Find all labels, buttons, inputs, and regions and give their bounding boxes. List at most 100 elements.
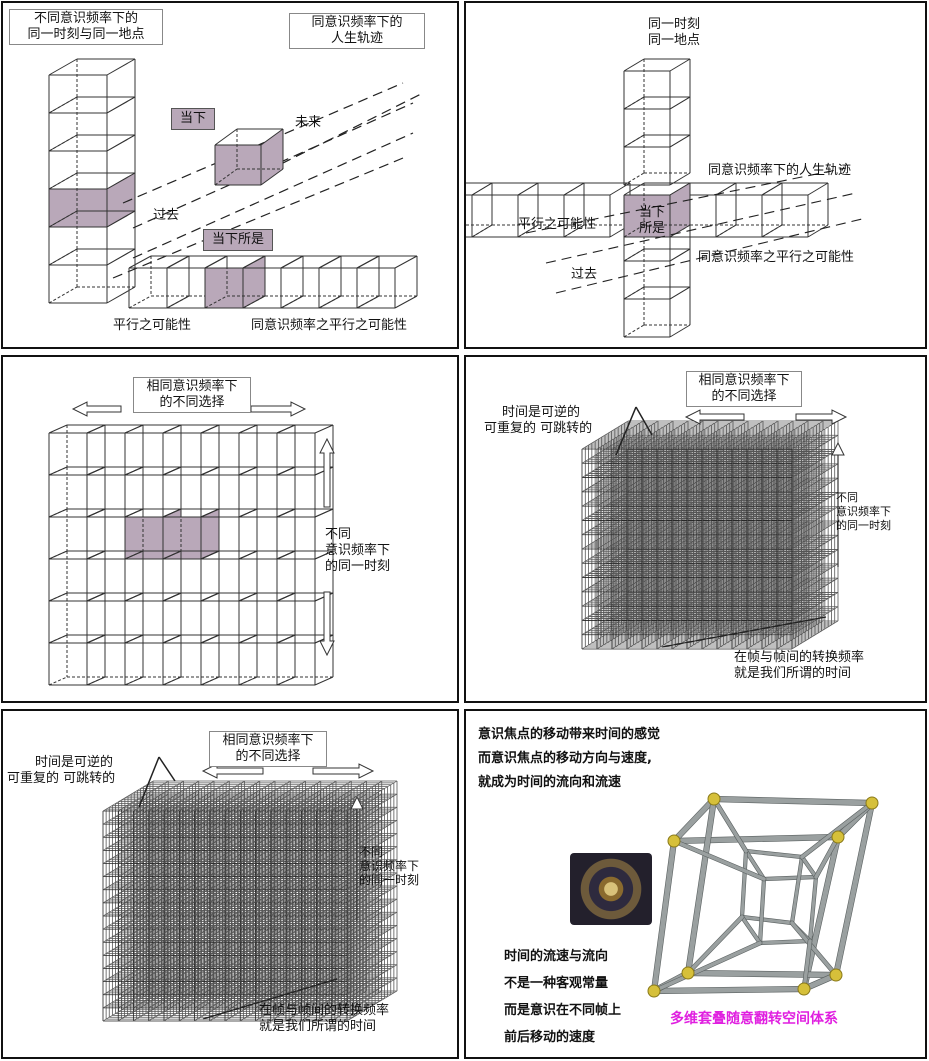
past-label: 过去 [571,267,598,282]
same-parallel-label: 同意识频率之平行之可能性 [251,318,408,333]
top-line1: 相同意识频率下 [698,373,790,388]
bottom-line1: 时间的流速与流向 [504,949,609,964]
vertical-cube [623,286,691,338]
tesseract [647,792,879,998]
cube-lattice-b [102,780,398,1022]
title-left-box: 不同意识频率下的 同一时刻与同一地点 [9,9,163,45]
left-arrow [684,409,745,425]
vertical-arrow-head [831,441,845,456]
right-line2: 意识频率下 [359,859,420,873]
right-line1: 不同 [325,527,352,542]
center-cube [623,182,691,238]
bottom-line1: 在帧与帧间的转换频率 [259,1003,390,1018]
cube-lattice-a [581,406,848,650]
bottom-label: 在帧与帧间的转换频率 就是我们所谓的时间 [259,1003,389,1035]
time-arrow [202,978,338,1020]
panel-cube-3d-b: 相同意识频率下 的不同选择 时间是可逆的 可重复的 可跳转的 不同 意识频率下 … [1,709,459,1059]
curve-arrow-right [158,756,176,782]
cube-lattice-b [102,756,398,1022]
top-label: 相同意识频率下 的不同选择 [133,377,251,413]
down-arrow [319,591,335,657]
title-line1: 同一时刻 [647,17,700,32]
intro-text: 意识焦点的移动带来时间的感觉 而意识焦点的移动方向与速度, 就成为时间的流向和流… [478,723,660,795]
left-line2: 可重复的 可跳转的 [484,421,593,436]
right-label: 不同 意识频率下 的同一时刻 [325,527,390,575]
right-line1: 不同 [836,491,858,504]
parallel-label: 平行之可能性 [113,318,192,333]
same-parallel-label: 同意识频率之平行之可能性 [698,250,855,265]
bottom-line4: 前后移动的速度 [504,1030,596,1045]
title-right-line1: 同意识频率下的 [311,15,403,30]
top-line1: 相同意识频率下 [146,379,238,394]
trajectory-line [112,157,404,279]
right-arrow [795,409,848,425]
horizontal-cube [563,182,631,238]
bottom-label: 在帧与帧间的转换频率 就是我们所谓的时间 [734,650,864,682]
title-right-box: 同意识频率下的 人生轨迹 [289,13,425,49]
row-cube [204,255,266,309]
row-cube [356,255,418,309]
horizontal-cube [715,182,783,238]
horizontal-cube [761,182,829,238]
title-left-line2: 同一时刻与同一地点 [27,27,145,42]
past-label: 过去 [153,208,180,223]
right-arrow [250,401,307,417]
now-label: 当下 [171,108,216,130]
now-all-label: 当下 所是 [634,205,670,237]
cube-lattice-a [581,420,839,650]
right-label: 不同 意识频率下 的同一时刻 [359,845,419,887]
trajectory-label: 同意识频率下的人生轨迹 [708,163,852,178]
grid-cube [276,634,334,686]
top-label: 相同意识频率下 的不同选择 [686,371,802,407]
trajectory-line [525,167,847,234]
row-cube [280,255,342,309]
title-box: 同一时刻 同一地点 [624,17,724,49]
vertical-cube [623,134,691,186]
title-right-line2: 人生轨迹 [330,31,383,46]
future-label: 未来 [295,115,322,130]
all-now-label: 当下所是 [203,229,274,251]
top-line2: 的不同选择 [711,389,777,404]
vertical-cube [623,58,691,110]
top-line2: 的不同选择 [159,395,225,410]
right-line3: 的同一时刻 [325,559,391,574]
intro-line1: 意识焦点的移动带来时间的感觉 [478,727,661,742]
title-line2: 同一地点 [647,33,700,48]
cube-diagram-1 [48,58,424,309]
bottom-line2: 就是我们所谓的时间 [734,666,852,681]
vertical-cube [623,96,691,148]
left-arrow [71,401,122,417]
tower-cube [48,172,136,228]
intro-line3: 就成为时间的流向和流速 [478,775,622,790]
curve-arrow-right [635,406,653,436]
bottom-line3: 而是意识在不同帧上 [504,1003,622,1018]
top-line1: 相同意识频率下 [222,733,314,748]
intro-line2: 而意识焦点的移动方向与速度, [478,751,652,766]
right-line2: 意识频率下 [836,505,891,518]
left-label: 时间是可逆的 可重复的 可跳转的 [484,405,592,437]
vertical-arrow-head [350,795,364,810]
curve-arrow-left [138,756,160,808]
bottom-line2: 就是我们所谓的时间 [259,1019,377,1034]
title-left-line1: 不同意识频率下的 [33,11,138,26]
bottom-text: 时间的流速与流向 不是一种客观常量 而是意识在不同帧上 前后移动的速度 [504,943,621,1051]
bottom-line1: 在帧与帧间的转换频率 [734,650,865,665]
left-line2: 可重复的 可跳转的 [7,771,116,786]
left-label: 时间是可逆的 可重复的 可跳转的 [7,755,115,787]
grid-2d [48,424,334,686]
right-line3: 的同一时刻 [359,873,420,887]
row-cube [318,255,380,309]
panel-grid-2d: 相同意识频率下 的不同选择 不同 意识频率下 的同一时刻 [1,355,459,703]
curve-arrow-left [615,406,637,456]
parallel-label: 平行之可能性 [518,217,597,232]
right-label: 不同 意识频率下 的同一时刻 [836,491,891,533]
grid-diagram [48,401,335,686]
left-arrow [201,763,264,779]
tower-cube [48,248,136,304]
left-line1: 时间是可逆的 [502,405,581,420]
panel-same-time-place: 同一时刻 同一地点 同意识频率下的人生轨迹 平行之可能性 当下 所是 同意识频率… [464,1,927,349]
up-arrow [319,437,335,508]
right-line1: 不同 [359,845,384,859]
bottom-line2: 不是一种客观常量 [504,976,609,991]
cross-diagram [466,58,867,338]
